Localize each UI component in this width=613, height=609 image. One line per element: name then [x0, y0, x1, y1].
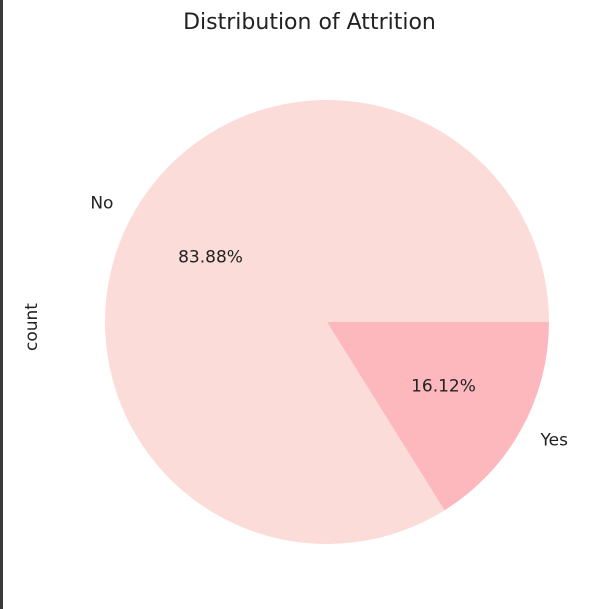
pie-category-label-no: No: [90, 194, 113, 214]
pie-pct-label-yes: 16.12%: [411, 377, 476, 397]
pie-category-label-yes: Yes: [540, 430, 569, 450]
pie-pct-label-no: 83.88%: [178, 247, 243, 267]
pie-chart: 83.88% No 16.12% Yes: [90, 100, 569, 545]
pie-slice-yes: [327, 322, 549, 511]
chart-title: Distribution of Attrition: [183, 10, 436, 35]
pie-slice-no: [104, 100, 549, 545]
